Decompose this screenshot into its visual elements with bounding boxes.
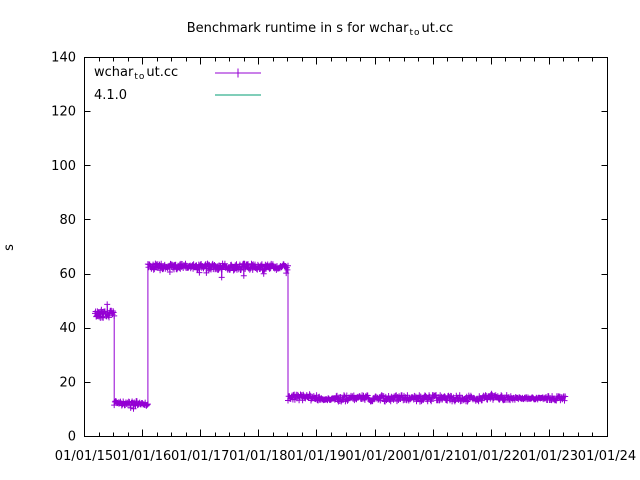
legend-label-version: 4.1.0 <box>94 87 128 103</box>
x-tick-label: 01/01/15 <box>55 449 113 464</box>
y-tick-label: 20 <box>59 375 76 390</box>
legend-label-series: wcharto ut.cc <box>94 64 179 82</box>
y-tick-label: 100 <box>51 159 76 174</box>
y-tick-label: 0 <box>68 430 76 445</box>
plot-frame-and-ticks <box>84 57 608 437</box>
legend-sample-line-with-plus-marker <box>215 68 261 78</box>
y-axis-label: s <box>1 244 17 251</box>
y-tick-label: 40 <box>59 321 76 336</box>
chart-title-text: Benchmark runtime in s for wchar <box>186 21 409 36</box>
y-tick-label: 80 <box>59 213 76 228</box>
chart-title-subscript-t: t <box>409 28 413 38</box>
x-tick-label: 01/01/21 <box>403 449 461 464</box>
x-tick-label: 01/01/22 <box>462 449 520 464</box>
x-tick-label: 01/01/16 <box>113 449 171 464</box>
data-series-line-wchar_t_out.cc <box>94 262 566 409</box>
legend-entry-series: wcharto ut.cc <box>94 62 266 84</box>
y-tick-label: 120 <box>51 105 76 120</box>
x-tick-label: 01/01/19 <box>287 449 345 464</box>
y-tick-label: 60 <box>59 267 76 282</box>
x-tick-label: 01/01/23 <box>520 449 578 464</box>
x-tick-label: 01/01/20 <box>345 449 403 464</box>
x-tick-label: 01/01/24 <box>578 449 636 464</box>
chart-title-suffix: ut.cc <box>421 21 454 36</box>
data-series-markers-wchar_t_out.cc <box>92 260 569 412</box>
legend-entry-version: 4.1.0 <box>94 84 266 106</box>
legend-sample-line <box>215 94 261 96</box>
y-tick-label: 140 <box>51 51 76 66</box>
x-tick-label: 01/01/18 <box>229 449 287 464</box>
chart-title: Benchmark runtime in s for wcharto ut.cc <box>0 21 640 38</box>
x-tick-label: 01/01/17 <box>171 449 229 464</box>
chart-title-subscript-o: o <box>413 28 420 38</box>
legend: wcharto ut.cc 4.1.0 <box>94 62 266 106</box>
